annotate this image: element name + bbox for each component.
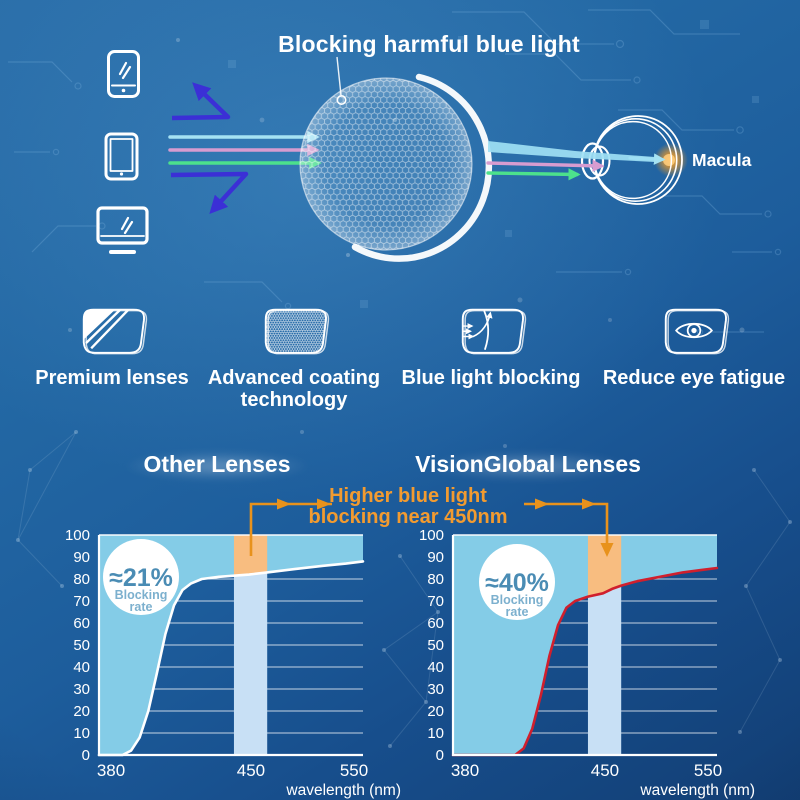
- plexus-dots-decoration: [16, 430, 792, 748]
- plexus-lines-decoration: [17, 431, 791, 747]
- feature-premium-lenses: Premium lenses: [2, 306, 222, 390]
- y-tick-label: 70: [73, 593, 90, 610]
- badge-value: ≈40%: [485, 569, 549, 597]
- feature-label: Advanced coating technology: [207, 367, 381, 411]
- feature-label: Blue light blocking: [401, 367, 581, 389]
- y-tick-label: 40: [427, 659, 444, 676]
- x-tick-label: 550: [694, 761, 722, 780]
- chart-other-lenses: 0 10 20 30 40 50 60 70 80 90 100 380 450 550 wavelengt…: [48, 529, 403, 800]
- circuit-squares-decoration: [228, 20, 759, 308]
- x-tick-label: 450: [237, 761, 265, 780]
- incoming-ray-arrows: [168, 130, 322, 170]
- y-tick-label: 60: [427, 615, 444, 632]
- badge-value: ≈21%: [109, 564, 173, 592]
- coating-lens-icon: [264, 308, 330, 355]
- macula-label: Macula: [692, 150, 752, 170]
- hero-diagram: [96, 50, 688, 262]
- chart-plot: 0 10 20 30 40 50 60 70 80 90 100 380 450 550 wavelengt…: [419, 529, 755, 799]
- x-tick-label: 450: [591, 761, 619, 780]
- tablet-icon: [104, 132, 139, 181]
- y-tick-label: 50: [73, 637, 90, 654]
- feature-blue-light-blocking: Blue light blocking: [381, 306, 601, 390]
- y-tick-label: 100: [65, 529, 90, 544]
- y-tick-label: 60: [73, 615, 90, 632]
- y-tick-label: 0: [436, 747, 444, 764]
- y-tick-label: 100: [419, 529, 444, 544]
- feature-label: Reduce eye fatigue: [602, 367, 786, 389]
- hero-title: Blocking harmful blue light: [278, 31, 580, 57]
- y-tick-label: 70: [427, 593, 444, 610]
- badge-label-line2: rate: [506, 605, 529, 619]
- feature-label: Premium lenses: [35, 367, 189, 389]
- chart-visionglobal-lenses: 0 10 20 30 40 50 60 70 80 90 100 380 450 550 wavelengt…: [402, 529, 757, 800]
- chart-title-other: Other Lenses: [143, 451, 291, 477]
- y-tick-label: 80: [73, 571, 90, 588]
- sparkle-dots-decoration: [68, 38, 745, 448]
- chart-title-visionglobal: VisionGlobal Lenses: [415, 451, 641, 477]
- x-axis-label: wavelength (nm): [285, 782, 401, 799]
- reduce-eye-fatigue-icon: [664, 308, 730, 355]
- annotation-connectors: [249, 498, 614, 557]
- y-tick-label: 80: [427, 571, 444, 588]
- circuit-traces-decoration: [8, 9, 782, 336]
- smartphone-icon: [107, 50, 140, 98]
- blocking-rate-curve: [97, 560, 365, 757]
- y-tick-label: 50: [427, 637, 444, 654]
- annotation-connector-right: [524, 502, 609, 545]
- blocked-blue-ray-arrows: [170, 82, 249, 214]
- y-tick-label: 40: [73, 659, 90, 676]
- badge-label-line1: Blocking: [115, 588, 168, 602]
- badge-label-line2: rate: [130, 600, 153, 614]
- y-tick-label: 90: [73, 549, 90, 566]
- x-tick-label: 380: [451, 761, 479, 780]
- y-tick-label: 20: [427, 703, 444, 720]
- title-glow-right: [388, 446, 668, 486]
- y-tick-label: 10: [427, 725, 444, 742]
- chart-plot: 0 10 20 30 40 50 60 70 80 90 100 380 450 550 wavelengt…: [65, 529, 401, 799]
- x-tick-label: 550: [340, 761, 368, 780]
- y-tick-label: 20: [73, 703, 90, 720]
- coated-lens-icon: [299, 73, 493, 262]
- annotation-line2: blocking near 450nm: [308, 506, 508, 528]
- x-axis-label: wavelength (nm): [639, 782, 755, 799]
- premium-lens-icon: [82, 308, 148, 355]
- x-tick-label: 380: [97, 761, 125, 780]
- blue-light-blocking-lens-icon: [461, 308, 527, 355]
- blocking-rate-badge: [103, 539, 179, 615]
- badge-label-line1: Blocking: [491, 593, 544, 607]
- y-tick-label: 90: [427, 549, 444, 566]
- annotation-connector-left: [249, 502, 332, 556]
- title-glow-left: [87, 446, 347, 486]
- feature-advanced-coating: Advanced coating technology: [184, 306, 404, 411]
- annotation-connector-arrowheads: [277, 498, 614, 557]
- monitor-icon: [96, 206, 149, 254]
- blocking-rate-badge: [479, 544, 555, 620]
- transmitted-ray-arrows: [486, 141, 666, 181]
- eye-icon: [675, 322, 713, 339]
- y-tick-label: 30: [73, 681, 90, 698]
- y-tick-label: 0: [82, 747, 90, 764]
- lens-callout-line: [336, 56, 347, 106]
- y-tick-label: 30: [427, 681, 444, 698]
- y-tick-label: 10: [73, 725, 90, 742]
- blocking-rate-curve: [451, 566, 719, 757]
- feature-reduce-eye-fatigue: Reduce eye fatigue: [584, 306, 800, 390]
- annotation-line1: Higher blue light: [329, 485, 487, 507]
- annotation-text: Higher blue light blocking near 450nm: [283, 486, 533, 528]
